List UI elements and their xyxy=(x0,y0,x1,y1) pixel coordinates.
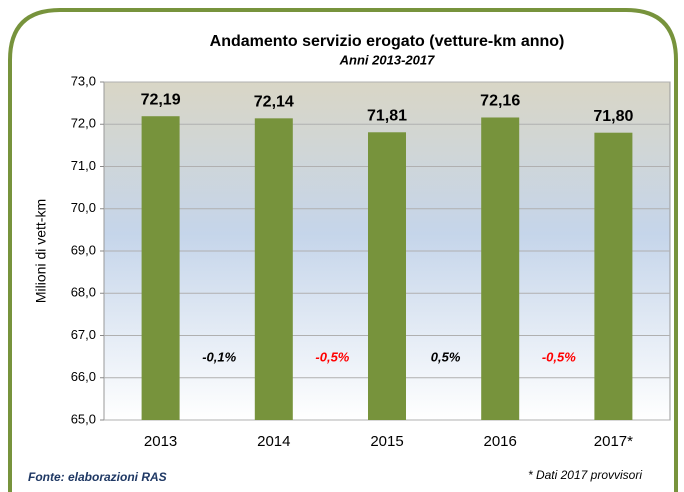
value-label: 72,16 xyxy=(480,93,520,110)
note: * Dati 2017 provvisori xyxy=(528,468,642,482)
bar xyxy=(481,117,520,421)
x-tick-label: 2017* xyxy=(594,433,633,450)
value-label: 72,19 xyxy=(141,91,181,108)
value-label: 72,14 xyxy=(254,94,294,111)
y-axis-label: Milioni di vett-km xyxy=(33,199,49,303)
bar xyxy=(368,132,406,420)
y-tick-label: 70,0 xyxy=(71,200,96,215)
y-tick-label: 73,0 xyxy=(71,73,96,88)
source: Fonte: elaborazioni RAS xyxy=(28,470,167,484)
x-tick-label: 2015 xyxy=(370,433,403,450)
x-tick-label: 2014 xyxy=(257,433,290,450)
y-tick-label: 71,0 xyxy=(71,158,96,173)
chart-title: Andamento servizio erogato (vetture-km a… xyxy=(210,33,565,50)
change-label: 0,5% xyxy=(431,349,461,364)
y-tick-label: 66,0 xyxy=(71,369,96,384)
change-label: -0,5% xyxy=(315,349,349,364)
y-tick-label: 72,0 xyxy=(71,116,96,131)
change-label: -0,5% xyxy=(542,349,576,364)
bar xyxy=(594,132,633,420)
x-tick-label: 2016 xyxy=(484,433,517,450)
bar xyxy=(141,116,180,420)
frame xyxy=(8,8,678,492)
value-label: 71,80 xyxy=(593,108,633,125)
bar xyxy=(254,118,293,421)
y-tick-label: 65,0 xyxy=(71,411,96,426)
y-tick-label: 68,0 xyxy=(71,285,96,300)
value-label: 71,81 xyxy=(367,107,407,124)
y-tick-label: 69,0 xyxy=(71,242,96,257)
y-tick-label: 67,0 xyxy=(71,327,96,342)
x-tick-label: 2013 xyxy=(144,433,177,450)
chart-subtitle: Anni 2013-2017 xyxy=(339,52,435,67)
change-label: -0,1% xyxy=(202,349,236,364)
